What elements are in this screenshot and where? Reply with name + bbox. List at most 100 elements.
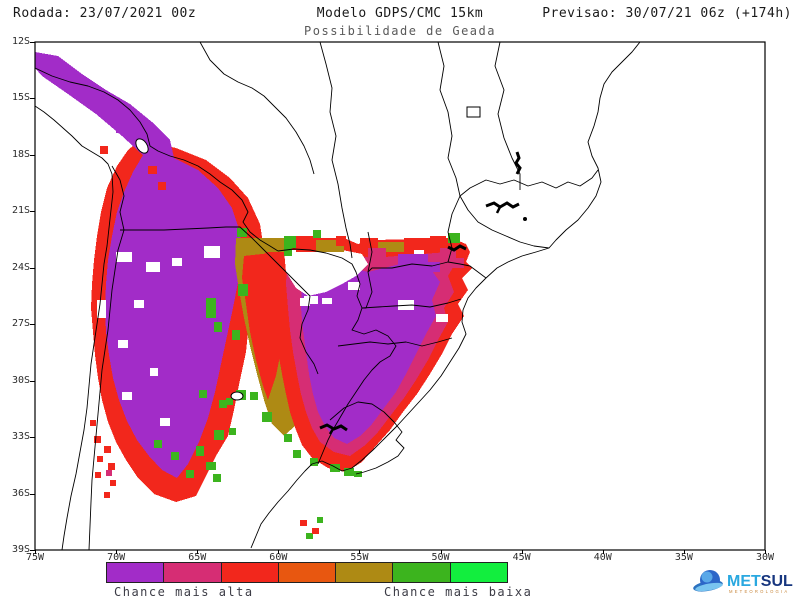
field-red-south-specks	[300, 520, 319, 534]
lon-tick-label: 50W	[431, 552, 450, 563]
colorbar-segment	[278, 563, 337, 582]
plot-frame	[34, 41, 766, 551]
metsul-logo-graphic: METSUL METEOROLOGIA	[693, 570, 793, 594]
state-border-minas-south	[459, 195, 550, 249]
colorbar-segment	[221, 563, 279, 582]
field-band-red	[296, 236, 446, 252]
state-border-pr-sc	[361, 298, 462, 309]
field-red-peru	[100, 146, 166, 190]
lat-tick-label: 27S	[11, 318, 30, 330]
state-border-minas-north	[459, 169, 599, 197]
border-bolivia-argentina-paraguay	[120, 226, 319, 375]
distrito-federal-box	[466, 106, 481, 118]
lat-tickmark	[30, 211, 35, 213]
lat-tick-label: 15S	[11, 92, 30, 104]
lat-tickmark	[30, 42, 35, 43]
state-border-sc-rs	[337, 337, 453, 347]
legend-label-high: Chance mais alta	[114, 585, 254, 599]
colorbar-segment	[393, 563, 451, 582]
colorbar-segment	[107, 563, 165, 582]
planet-swoosh-icon	[695, 582, 723, 592]
coastline-atlantic	[250, 42, 641, 549]
reservoir-rio-negro-branch	[328, 428, 335, 435]
lon-tickmark	[765, 550, 766, 554]
state-border-sp-pr	[367, 261, 487, 279]
reservoir-furnas-branch	[495, 206, 502, 214]
reservoir-furnas	[485, 201, 520, 209]
lon-tickmark	[359, 550, 361, 554]
lon-tickmark	[116, 550, 118, 554]
model-run-label: Rodada: 23/07/2021 00z	[13, 6, 197, 21]
state-border-goias	[437, 42, 461, 263]
lon-tick-label: 55W	[350, 552, 369, 563]
lat-tickmark	[30, 324, 35, 326]
state-border-acre-rondonia	[199, 42, 315, 175]
forecast-valid-label: Previsao: 30/07/21 06z (+174h)	[542, 6, 792, 21]
lat-tickmark	[30, 493, 35, 495]
coastline-pacific	[35, 105, 114, 550]
reservoir-tres-marias	[514, 151, 522, 175]
field-pink-chile-speck	[106, 470, 112, 476]
lat-tickmark	[30, 98, 35, 100]
lon-tick-label: 45W	[512, 552, 531, 563]
lat-tick-label: 30S	[11, 374, 30, 386]
reservoir-dot	[523, 217, 527, 221]
logo-tagline: METEOROLOGIA	[729, 589, 789, 594]
lon-tick-label: 70W	[107, 552, 126, 563]
state-border-mato-grosso	[319, 42, 353, 259]
model-name-label: Modelo GDPS/CMC 15km	[316, 6, 484, 21]
lat-tick-label: 21S	[11, 205, 30, 217]
lon-tick-label: 75W	[25, 552, 45, 563]
border-paraguay-brazil-argentina	[277, 248, 397, 465]
planet-highlight	[701, 571, 713, 583]
logo-text-sul: SUL	[761, 573, 793, 590]
metsul-logo: METSUL METEOROLOGIA	[693, 565, 798, 599]
lon-tickmark	[602, 550, 604, 554]
frost-high-andes-core	[105, 150, 242, 478]
field-purple-dot	[116, 126, 123, 133]
lat-tick-label: 33S	[11, 431, 30, 443]
field-green-south	[306, 458, 362, 539]
field-red-chile-specks	[90, 420, 116, 498]
lon-tickmark	[197, 550, 199, 554]
colorbar	[106, 562, 508, 583]
field-band-pink	[368, 248, 464, 268]
lon-tick-label: 65W	[188, 552, 207, 563]
logo-text: METSUL	[727, 573, 793, 590]
lon-tickmark	[278, 550, 280, 554]
colorbar-segment	[450, 563, 507, 582]
lake-mar-chiquita	[230, 391, 244, 401]
map-water-features	[135, 106, 527, 435]
lon-tick-label: 35W	[674, 552, 693, 563]
reservoir-sao-paulo	[447, 244, 467, 252]
field-gap-pantanal-cells	[304, 282, 360, 304]
lat-tick-label: 24S	[11, 261, 30, 273]
border-peru-bolivia-brazil	[35, 67, 279, 252]
colorbar-segment	[336, 563, 394, 582]
lat-tick-label: 18S	[11, 148, 30, 160]
lon-tick-label: 30W	[755, 552, 775, 563]
lat-tick-label: 39S	[11, 544, 30, 555]
lat-tickmark	[30, 550, 35, 551]
lon-tick-label: 60W	[269, 552, 288, 563]
border-andes	[88, 165, 125, 550]
reservoir-rio-negro	[319, 423, 348, 432]
lon-tick-label: 40W	[593, 552, 612, 563]
lon-tickmark	[35, 550, 36, 554]
lon-tickmark	[683, 550, 685, 554]
lon-tickmark	[440, 550, 442, 554]
map-borders	[35, 42, 641, 550]
lat-tick-label: 12S	[11, 36, 30, 47]
map-title: Possibilidade de Geada	[304, 24, 496, 38]
lat-tickmark	[30, 154, 35, 156]
lat-tick-label: 36S	[11, 487, 30, 499]
lat-tickmark	[30, 437, 35, 439]
field-holes-argentina	[97, 246, 220, 426]
logo-text-met: MET	[727, 573, 761, 590]
legend-label-low: Chance mais baixa	[384, 585, 533, 599]
border-uruguay-brazil	[329, 401, 405, 475]
colorbar-segment	[164, 563, 222, 582]
